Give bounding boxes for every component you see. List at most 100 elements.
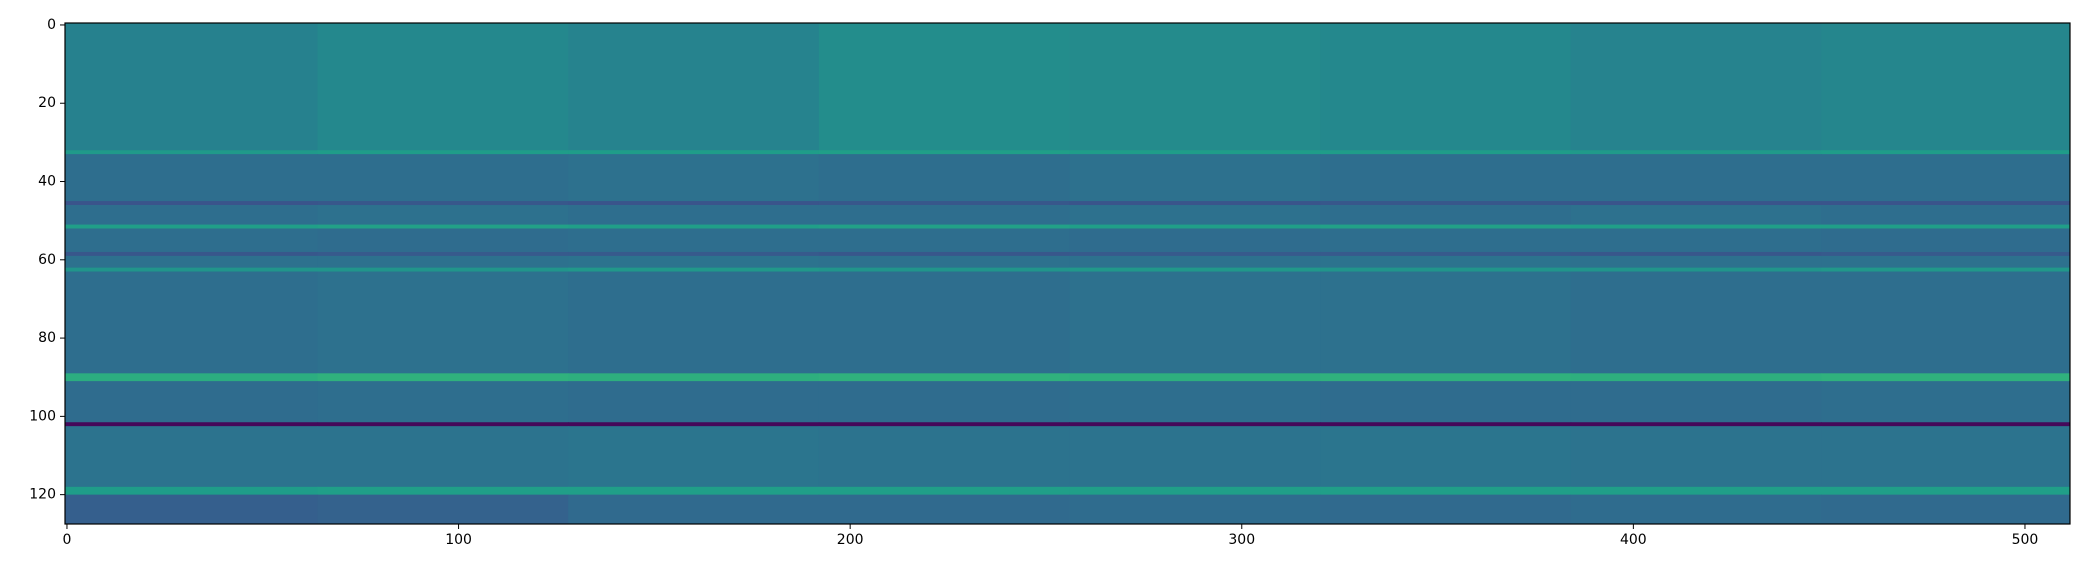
heatmap-cell bbox=[1570, 150, 1822, 155]
heatmap-cell bbox=[568, 426, 820, 488]
heatmap-cell bbox=[1069, 205, 1321, 226]
heatmap-cell bbox=[317, 205, 569, 226]
heatmap-cell bbox=[1821, 154, 2071, 202]
heatmap-cell bbox=[65, 373, 319, 382]
heatmap-cell bbox=[1320, 267, 1572, 273]
heatmap-cell bbox=[818, 23, 1070, 151]
heatmap-cell bbox=[317, 150, 569, 155]
heatmap-cell bbox=[317, 201, 569, 206]
heatmap-cell bbox=[65, 255, 319, 269]
heatmap-cell bbox=[317, 23, 569, 151]
heatmap-cell bbox=[317, 381, 569, 423]
y-tick-label: 40 bbox=[38, 174, 56, 190]
x-tick-label: 0 bbox=[62, 532, 71, 548]
heatmap-cell bbox=[1821, 251, 2071, 257]
heatmap-cell bbox=[1821, 271, 2071, 374]
heatmap-cell bbox=[65, 271, 319, 374]
heatmap-cell bbox=[1821, 150, 2071, 155]
heatmap-cell bbox=[818, 426, 1070, 488]
heatmap-cell bbox=[568, 201, 820, 206]
heatmap-cell bbox=[65, 251, 319, 257]
heatmap-cell bbox=[1069, 381, 1321, 423]
heatmap-cell bbox=[1570, 228, 1822, 253]
heatmap-cell bbox=[568, 228, 820, 253]
heatmap-cell bbox=[568, 381, 820, 423]
heatmap-cell bbox=[568, 205, 820, 226]
x-tick-label: 500 bbox=[2012, 532, 2039, 548]
heatmap-cell bbox=[65, 422, 319, 427]
heatmap-cell bbox=[65, 426, 319, 488]
heatmap-cell bbox=[1821, 23, 2071, 151]
heatmap-cell bbox=[1821, 494, 2071, 525]
heatmap-cell bbox=[568, 373, 820, 382]
heatmap-cell bbox=[568, 494, 820, 525]
heatmap-cell bbox=[1570, 201, 1822, 206]
heatmap-cell bbox=[1570, 381, 1822, 423]
heatmap-cell bbox=[65, 224, 319, 229]
heatmap-cell bbox=[317, 255, 569, 269]
heatmap-cell bbox=[818, 486, 1070, 496]
heatmap-cell bbox=[317, 426, 569, 488]
heatmap-cell bbox=[568, 251, 820, 257]
heatmap-cell bbox=[317, 494, 569, 525]
heatmap-cell bbox=[1821, 381, 2071, 423]
x-tick-label: 400 bbox=[1620, 532, 1647, 548]
heatmap-cell bbox=[1069, 373, 1321, 382]
heatmap-cell bbox=[818, 271, 1070, 374]
heatmap-cell bbox=[1821, 267, 2071, 273]
heatmap-cells bbox=[65, 23, 2071, 525]
heatmap-cell bbox=[1069, 426, 1321, 488]
heatmap-cell bbox=[818, 201, 1070, 206]
heatmap-cell bbox=[1069, 422, 1321, 427]
heatmap-cell bbox=[317, 154, 569, 202]
y-tick-label: 60 bbox=[38, 252, 56, 268]
heatmap-cell bbox=[1570, 251, 1822, 257]
heatmap-cell bbox=[1570, 494, 1822, 525]
heatmap-cell bbox=[65, 154, 319, 202]
y-tick-label: 120 bbox=[29, 487, 56, 503]
heatmap-cell bbox=[1320, 150, 1572, 155]
heatmap-cell bbox=[1320, 228, 1572, 253]
heatmap-cell bbox=[1069, 224, 1321, 229]
y-tick-label: 100 bbox=[29, 408, 56, 424]
heatmap-cell bbox=[1821, 426, 2071, 488]
heatmap-cell bbox=[568, 224, 820, 229]
heatmap-cell bbox=[1570, 486, 1822, 496]
heatmap-cell bbox=[317, 224, 569, 229]
heatmap-cell bbox=[818, 228, 1070, 253]
heatmap-cell bbox=[317, 228, 569, 253]
heatmap-cell bbox=[568, 422, 820, 427]
heatmap-cell bbox=[1069, 486, 1321, 496]
heatmap-cell bbox=[1320, 154, 1572, 202]
heatmap-cell bbox=[1069, 201, 1321, 206]
heatmap-cell bbox=[1320, 422, 1572, 427]
heatmap-cell bbox=[65, 381, 319, 423]
heatmap-cell bbox=[818, 422, 1070, 427]
heatmap-cell bbox=[568, 267, 820, 273]
heatmap-cell bbox=[1320, 381, 1572, 423]
heatmap-cell bbox=[818, 381, 1070, 423]
heatmap-cell bbox=[818, 494, 1070, 525]
heatmap-cell bbox=[568, 23, 820, 151]
heatmap-cell bbox=[65, 205, 319, 226]
heatmap-cell bbox=[1069, 150, 1321, 155]
y-tick-label: 80 bbox=[38, 330, 56, 346]
heatmap-cell bbox=[1069, 255, 1321, 269]
heatmap-cell bbox=[1570, 426, 1822, 488]
heatmap-cell bbox=[1570, 154, 1822, 202]
heatmap-cell bbox=[1069, 267, 1321, 273]
heatmap-cell bbox=[317, 373, 569, 382]
heatmap-cell bbox=[1320, 486, 1572, 496]
heatmap-cell bbox=[65, 201, 319, 206]
heatmap-cell bbox=[1570, 23, 1822, 151]
heatmap-cell bbox=[65, 228, 319, 253]
heatmap-cell bbox=[818, 224, 1070, 229]
heatmap-cell bbox=[1570, 255, 1822, 269]
heatmap-cell bbox=[65, 486, 319, 496]
heatmap-cell bbox=[1320, 205, 1572, 226]
heatmap-cell bbox=[65, 150, 319, 155]
heatmap-cell bbox=[1570, 422, 1822, 427]
heatmap-cell bbox=[1570, 267, 1822, 273]
